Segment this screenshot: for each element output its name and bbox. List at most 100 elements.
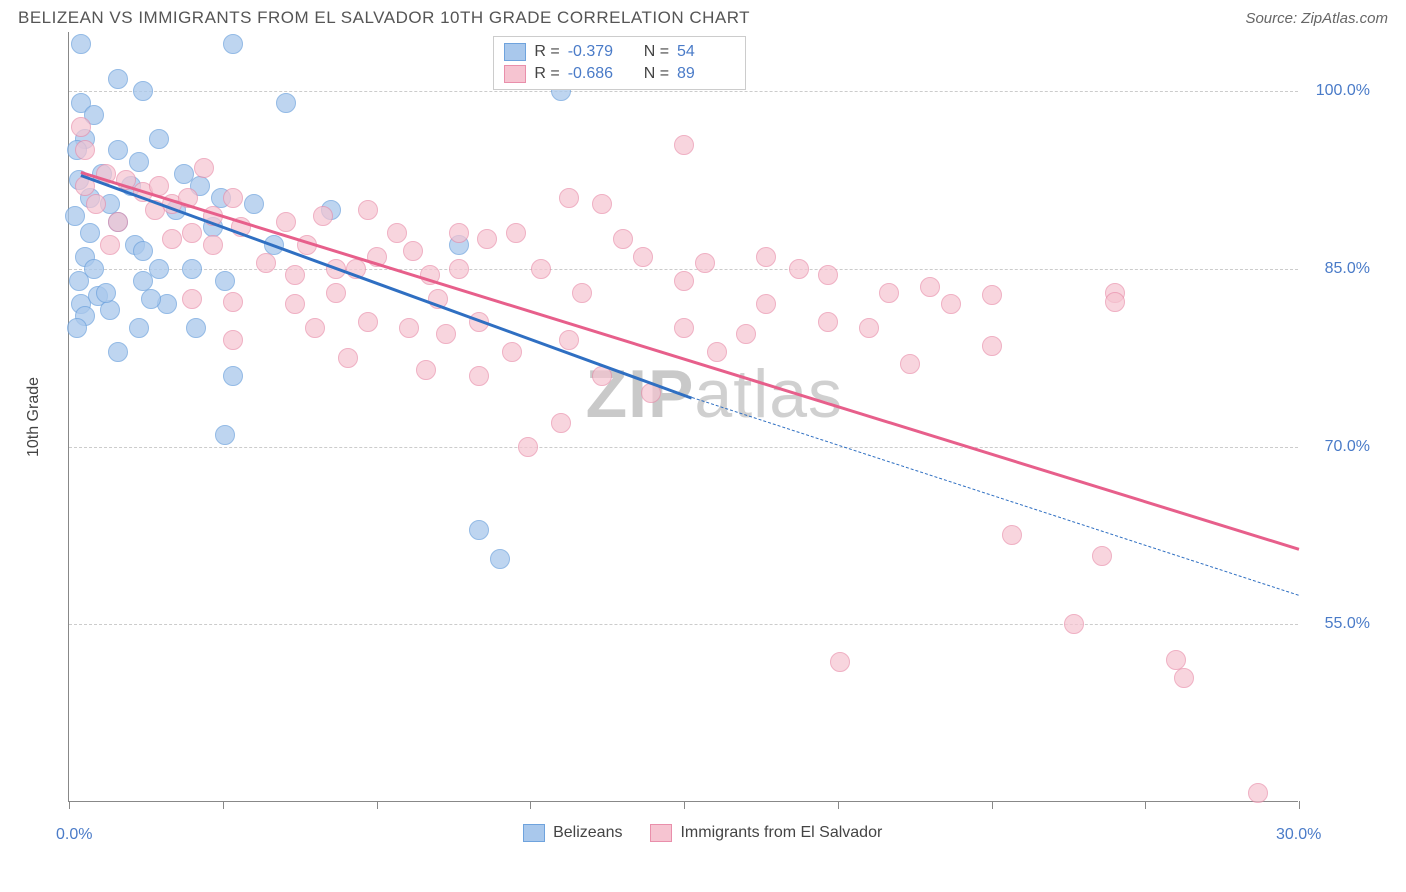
legend-item: Belizeans [523,824,622,842]
data-point [633,247,653,267]
data-point [572,283,592,303]
data-point [490,549,510,569]
data-point [129,152,149,172]
data-point [789,259,809,279]
legend-label: Immigrants from El Salvador [680,824,882,842]
data-point [674,318,694,338]
x-tick [223,801,224,809]
data-point [818,265,838,285]
data-point [338,348,358,368]
data-point [1105,292,1125,312]
chart-header: BELIZEAN VS IMMIGRANTS FROM EL SALVADOR … [0,0,1406,32]
data-point [531,259,551,279]
data-point [67,318,87,338]
data-point [276,212,296,232]
data-point [285,265,305,285]
data-point [736,324,756,344]
x-tick [992,801,993,809]
data-point [215,425,235,445]
data-point [879,283,899,303]
data-point [203,235,223,255]
data-point [108,140,128,160]
r-label: R = [534,65,559,83]
x-tick [838,801,839,809]
data-point [707,342,727,362]
legend-swatch [504,65,526,83]
data-point [223,366,243,386]
data-point [65,206,85,226]
data-point [756,247,776,267]
data-point [194,158,214,178]
gridline [69,91,1298,92]
data-point [818,312,838,332]
data-point [162,229,182,249]
legend-item: Immigrants from El Salvador [650,824,882,842]
data-point [982,336,1002,356]
data-point [502,342,522,362]
data-point [358,200,378,220]
data-point [71,117,91,137]
plot-area: 55.0%70.0%85.0%100.0%ZIPatlasR =-0.379N … [68,32,1298,802]
data-point [186,318,206,338]
gridline [69,447,1298,448]
data-point [477,229,497,249]
y-tick-label: 55.0% [1325,615,1370,633]
r-value: -0.686 [568,65,626,83]
stats-legend: R =-0.379N =54R =-0.686N =89 [493,36,746,90]
data-point [387,223,407,243]
data-point [182,289,202,309]
legend-swatch [523,824,545,842]
data-point [1064,614,1084,634]
data-point [100,300,120,320]
gridline [69,269,1298,270]
data-point [551,413,571,433]
stats-legend-row: R =-0.379N =54 [504,41,735,63]
data-point [403,241,423,261]
data-point [399,318,419,338]
n-label: N = [644,65,669,83]
n-value: 89 [677,65,735,83]
x-axis-min-label: 0.0% [56,826,92,844]
data-point [326,283,346,303]
data-point [223,330,243,350]
data-point [141,289,161,309]
y-tick-label: 70.0% [1325,438,1370,456]
data-point [449,259,469,279]
data-point [149,259,169,279]
data-point [96,283,116,303]
y-tick-label: 100.0% [1316,82,1370,100]
data-point [695,253,715,273]
y-axis-label: 10th Grade [25,377,43,457]
x-tick [684,801,685,809]
data-point [285,294,305,314]
data-point [182,223,202,243]
data-point [108,212,128,232]
data-point [469,366,489,386]
series-legend: Belizeans Immigrants from El Salvador [523,824,882,842]
data-point [1002,525,1022,545]
data-point [518,437,538,457]
r-label: R = [534,43,559,61]
trend-line [81,171,1299,550]
correlation-chart: 55.0%70.0%85.0%100.0%ZIPatlasR =-0.379N … [18,32,1388,880]
data-point [756,294,776,314]
n-label: N = [644,43,669,61]
data-point [108,342,128,362]
stats-legend-row: R = -0.686 N = 89 [504,63,735,85]
data-point [1092,546,1112,566]
data-point [80,223,100,243]
x-tick [530,801,531,809]
data-point [133,241,153,261]
x-axis-max-label: 30.0% [1276,826,1321,844]
data-point [613,229,633,249]
data-point [69,271,89,291]
data-point [256,253,276,273]
data-point [305,318,325,338]
gridline [69,624,1298,625]
data-point [941,294,961,314]
legend-swatch [650,824,672,842]
chart-source: Source: ZipAtlas.com [1245,10,1388,27]
data-point [674,271,694,291]
chart-title: BELIZEAN VS IMMIGRANTS FROM EL SALVADOR … [18,8,750,28]
trend-line-extrapolated [692,397,1299,596]
